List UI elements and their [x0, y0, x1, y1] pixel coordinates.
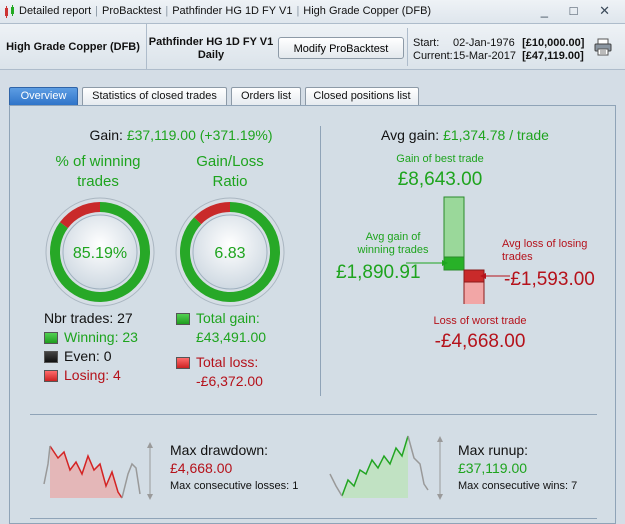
- crumb-report: Detailed report: [19, 5, 92, 17]
- ratio-value: 6.83: [214, 245, 245, 262]
- start-date: 02-Jan-1976: [453, 37, 515, 49]
- avg-win-label: Avg gain of winning trades: [343, 231, 443, 257]
- header-divider: [407, 28, 408, 66]
- capital-range: Start: 02-Jan-1976 [£10,000.00] Current:1…: [413, 37, 584, 63]
- ratio-title: Gain/Loss Ratio: [170, 152, 290, 192]
- win-rate-title: % of winning trades: [40, 152, 156, 192]
- nbr-trades: Nbr trades: 27: [44, 310, 133, 326]
- avg-loss-label: Avg loss of losing trades: [502, 238, 602, 264]
- start-label: Start:: [413, 37, 440, 49]
- crumb-strategy: Pathfinder HG 1D FY V1: [172, 5, 293, 17]
- tab-overview[interactable]: Overview: [9, 87, 78, 105]
- max-consecutive-losses: Max consecutive losses: 1: [170, 480, 299, 492]
- avg-loss-label-line1: Avg loss of losing: [502, 238, 588, 250]
- modify-probacktest-button[interactable]: Modify ProBacktest: [278, 37, 404, 59]
- total-gain-value: £43,491.00: [196, 329, 267, 345]
- best-trade-bar: [443, 196, 465, 258]
- instrument-name: High Grade Copper (DFB): [0, 24, 147, 70]
- runup-line: [341, 435, 409, 497]
- vertical-divider: [320, 126, 321, 396]
- ratio-title-line2: Ratio: [212, 173, 248, 190]
- win-rate-value: 85.19%: [73, 245, 127, 262]
- runup-area: [342, 436, 408, 498]
- runup-sparkline: [329, 435, 443, 500]
- loss-arc: [59, 202, 100, 229]
- breadcrumb: Detailed report | ProBacktest | Pathfinder H…: [19, 5, 432, 17]
- max-runup-label: Max runup:: [458, 442, 529, 458]
- tab-closed-positions[interactable]: Closed positions list: [305, 87, 419, 105]
- printer-icon[interactable]: [593, 38, 613, 56]
- strategy-name: Pathfinder HG 1D FY V1: [148, 36, 274, 48]
- start-value: [£10,000.00]: [522, 37, 585, 49]
- total-loss-swatch: [176, 357, 190, 369]
- losing-count: Losing: 4: [44, 366, 138, 385]
- max-runup-value: £37,119.00: [458, 460, 528, 476]
- crumb-instrument: High Grade Copper (DFB): [303, 5, 432, 17]
- avg-gain-summary: Avg gain: £1,374.78 / trade: [340, 127, 590, 143]
- overview-panel: Gain: £37,119.00 (+371.19%) % of winning…: [9, 105, 616, 524]
- trade-range-bars: [406, 196, 510, 304]
- drawdown-area: [50, 446, 122, 498]
- bottom-divider: [30, 518, 597, 519]
- ratio-title-line1: Gain/Loss: [196, 153, 264, 170]
- app-icon: [5, 5, 14, 18]
- current-date: 15-Mar-2017: [453, 50, 516, 62]
- title-bar: Detailed report | ProBacktest | Pathfinder H…: [0, 0, 625, 24]
- winning-swatch: [44, 332, 58, 344]
- even-count: Even: 0: [44, 347, 138, 366]
- win-rate-gauge: 85.19%: [45, 197, 155, 307]
- gain-value: £37,119.00 (+371.19%): [126, 127, 273, 143]
- avg-loss-value: -£1,593.00: [504, 269, 595, 290]
- losing-swatch: [44, 370, 58, 382]
- gain-label: Gain:: [89, 127, 123, 143]
- loss-ratio-arc: [194, 202, 230, 225]
- current-value: [£47,119.00]: [522, 50, 584, 62]
- worst-trade-value: -£4,668.00: [434, 331, 526, 352]
- losing-count-text: Losing: 4: [64, 367, 121, 383]
- winning-count: Winning: 23: [44, 328, 138, 347]
- total-gain-label: Total gain:: [196, 310, 260, 326]
- strategy-info: Pathfinder HG 1D FY V1 Daily: [148, 36, 274, 62]
- total-loss-value: -£6,372.00: [196, 373, 263, 389]
- drawdown-sparkline: [43, 442, 153, 500]
- strategy-timeframe: Daily: [197, 49, 225, 61]
- drawdown-line: [49, 445, 123, 499]
- max-drawdown-value: £4,668.00: [170, 460, 233, 476]
- avg-win-value: £1,890.91: [336, 262, 421, 283]
- horizontal-divider: [30, 414, 597, 415]
- totals: Total gain: £43,491.00 Total loss: -£6,3…: [176, 309, 266, 391]
- max-drawdown-label: Max drawdown:: [170, 442, 269, 458]
- tab-orders-list[interactable]: Orders list: [231, 87, 301, 105]
- total-loss-label: Total loss:: [196, 354, 259, 370]
- win-rate-title-line1: % of winning: [55, 153, 141, 170]
- avg-gain-label: Avg gain:: [381, 127, 440, 143]
- total-gain: Total gain:: [176, 309, 266, 328]
- avg-win-label-line1: Avg gain of: [365, 231, 421, 243]
- current-label: Current:: [413, 50, 453, 62]
- best-trade-label: Gain of best trade: [396, 153, 484, 165]
- total-gain-swatch: [176, 313, 190, 325]
- crumb-probacktest: ProBacktest: [102, 5, 162, 17]
- avg-loss-label-line2: trades: [502, 251, 533, 263]
- even-count-text: Even: 0: [64, 348, 112, 364]
- window-controls[interactable]: _ □ ✕: [540, 3, 619, 18]
- ratio-gauge: 6.83: [175, 197, 285, 307]
- gain-summary: Gain: £37,119.00 (+371.19%): [66, 127, 296, 143]
- avg-gain-value: £1,374.78 / trade: [443, 127, 549, 143]
- total-loss: Total loss:: [176, 353, 266, 372]
- report-header: High Grade Copper (DFB) Pathfinder HG 1D…: [0, 24, 625, 70]
- tab-statistics[interactable]: Statistics of closed trades: [82, 87, 227, 105]
- even-swatch: [44, 351, 58, 363]
- trade-counts: Nbr trades: 27 Winning: 23 Even: 0 Losin…: [44, 309, 138, 385]
- best-trade-value: £8,643.00: [397, 169, 483, 190]
- winning-count-text: Winning: 23: [64, 329, 138, 345]
- max-consecutive-wins: Max consecutive wins: 7: [458, 480, 578, 492]
- worst-trade-bar: [463, 281, 485, 304]
- win-rate-title-line2: trades: [77, 173, 119, 190]
- worst-trade-label: Loss of worst trade: [433, 315, 527, 327]
- avg-win-label-line2: winning trades: [357, 244, 429, 256]
